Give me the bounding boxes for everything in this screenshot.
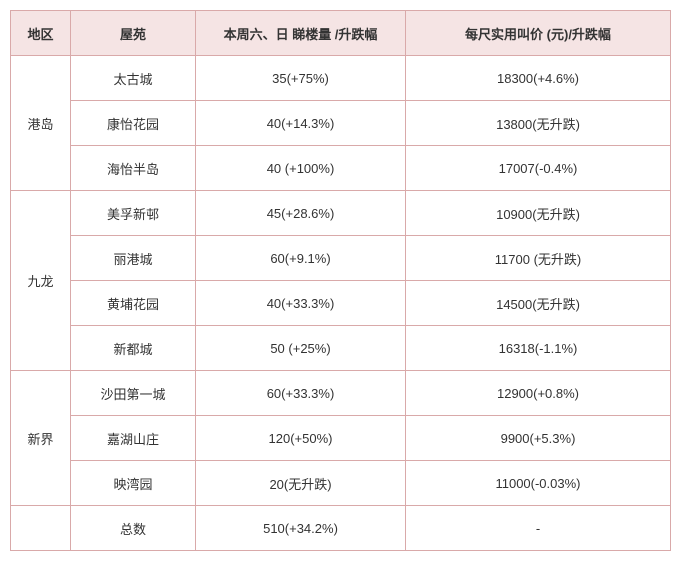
estate-cell: 新都城 [71,326,196,371]
price-cell: 13800(无升跌) [406,101,671,146]
region-cell: 港岛 [11,56,71,191]
views-cell: 20(无升跌) [196,461,406,506]
total-views: 510(+34.2%) [196,506,406,551]
estate-cell: 丽港城 [71,236,196,281]
views-cell: 40(+14.3%) [196,101,406,146]
region-cell: 新界 [11,371,71,506]
views-cell: 40 (+100%) [196,146,406,191]
estate-cell: 黄埔花园 [71,281,196,326]
estate-cell: 映湾园 [71,461,196,506]
price-cell: 16318(-1.1%) [406,326,671,371]
table-row: 黄埔花园40(+33.3%)14500(无升跌) [11,281,671,326]
price-cell: 11000(-0.03%) [406,461,671,506]
estate-cell: 海怡半岛 [71,146,196,191]
views-cell: 60(+33.3%) [196,371,406,416]
table-row: 新都城50 (+25%)16318(-1.1%) [11,326,671,371]
estate-cell: 沙田第一城 [71,371,196,416]
estate-cell: 太古城 [71,56,196,101]
price-cell: 18300(+4.6%) [406,56,671,101]
header-views: 本周六、日 睇楼量 /升跌幅 [196,11,406,56]
price-cell: 14500(无升跌) [406,281,671,326]
table-row: 港岛太古城35(+75%)18300(+4.6%) [11,56,671,101]
table-row: 丽港城60(+9.1%)11700 (无升跌) [11,236,671,281]
region-cell: 九龙 [11,191,71,371]
table-row: 新界沙田第一城60(+33.3%)12900(+0.8%) [11,371,671,416]
header-region: 地区 [11,11,71,56]
table-row: 海怡半岛40 (+100%)17007(-0.4%) [11,146,671,191]
header-row: 地区 屋苑 本周六、日 睇楼量 /升跌幅 每尺实用叫价 (元)/升跌幅 [11,11,671,56]
price-cell: 9900(+5.3%) [406,416,671,461]
views-cell: 35(+75%) [196,56,406,101]
views-cell: 120(+50%) [196,416,406,461]
price-cell: 11700 (无升跌) [406,236,671,281]
views-cell: 50 (+25%) [196,326,406,371]
table-row: 九龙美孚新邨45(+28.6%)10900(无升跌) [11,191,671,236]
total-price: - [406,506,671,551]
header-estate: 屋苑 [71,11,196,56]
price-cell: 10900(无升跌) [406,191,671,236]
views-cell: 60(+9.1%) [196,236,406,281]
table-row: 映湾园20(无升跌)11000(-0.03%) [11,461,671,506]
header-price: 每尺实用叫价 (元)/升跌幅 [406,11,671,56]
estate-cell: 美孚新邨 [71,191,196,236]
table-row: 康怡花园40(+14.3%)13800(无升跌) [11,101,671,146]
views-cell: 45(+28.6%) [196,191,406,236]
price-cell: 12900(+0.8%) [406,371,671,416]
total-region-blank [11,506,71,551]
price-cell: 17007(-0.4%) [406,146,671,191]
estate-cell: 康怡花园 [71,101,196,146]
total-row: 总数510(+34.2%)- [11,506,671,551]
table-row: 嘉湖山庄120(+50%)9900(+5.3%) [11,416,671,461]
total-label: 总数 [71,506,196,551]
views-cell: 40(+33.3%) [196,281,406,326]
estate-cell: 嘉湖山庄 [71,416,196,461]
property-table: 地区 屋苑 本周六、日 睇楼量 /升跌幅 每尺实用叫价 (元)/升跌幅 港岛太古… [10,10,671,551]
